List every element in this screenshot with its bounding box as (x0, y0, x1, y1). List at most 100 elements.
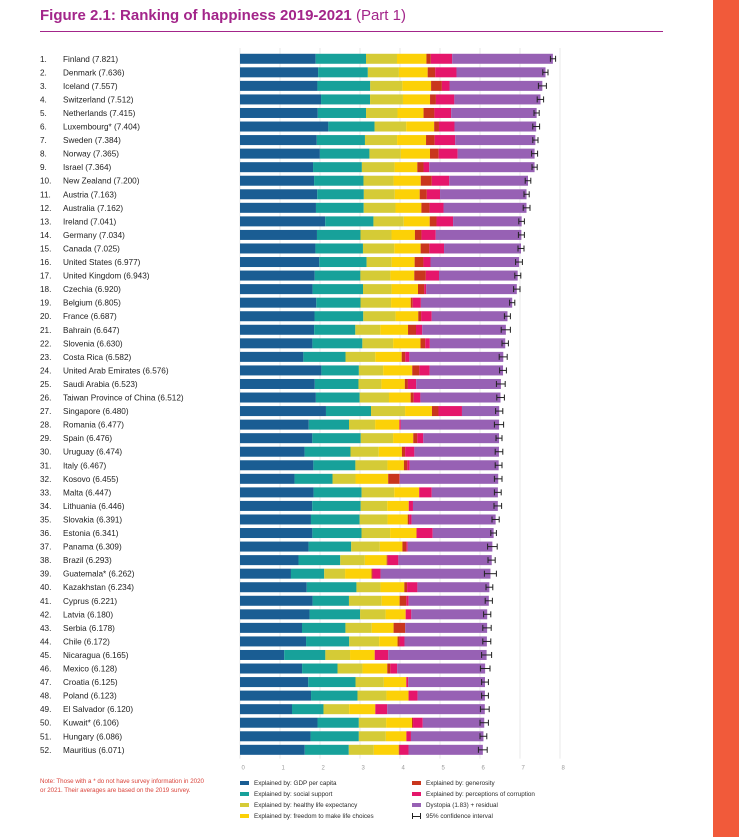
country-label: Israel (7.364) (63, 163, 112, 172)
bar-social (314, 324, 356, 335)
bar-generosity (414, 229, 422, 240)
bar-corruption (399, 744, 409, 755)
bar-health (361, 528, 391, 539)
country-label: Spain (6.476) (63, 434, 112, 443)
bar-social (317, 717, 359, 728)
bar-freedom (390, 528, 417, 539)
bar-dystopia (399, 473, 499, 484)
bar-corruption (413, 717, 423, 728)
bar-dystopia (408, 677, 485, 688)
bar-corruption (399, 636, 405, 647)
row-rank: 38. (40, 556, 51, 565)
bar-freedom (400, 148, 430, 159)
bar-dystopia (417, 690, 485, 701)
legend-item-ci: 95% confidence interval (412, 811, 493, 821)
row-rank: 32. (40, 475, 51, 484)
bar-social (314, 175, 364, 186)
bar-health (363, 311, 396, 322)
bar-dystopia (380, 568, 491, 579)
bar-freedom (402, 80, 432, 91)
bar-dystopia (417, 582, 490, 593)
row-rank: 8. (40, 150, 47, 159)
bar-freedom (386, 690, 409, 701)
x-tick-label: 2 (322, 766, 326, 772)
bar-freedom (405, 406, 432, 417)
bar-health (366, 107, 398, 118)
bar-corruption (405, 446, 415, 457)
row-rank: 44. (40, 637, 51, 646)
row-rank: 41. (40, 597, 51, 606)
bar-corruption (413, 392, 421, 403)
row-rank: 40. (40, 583, 51, 592)
bar-corruption (434, 107, 452, 118)
bar-social (315, 53, 366, 64)
bar-health (337, 663, 363, 674)
bar-dystopia (407, 541, 493, 552)
bar-freedom (386, 717, 412, 728)
x-tick-label: 5 (442, 766, 446, 772)
bar-corruption (429, 202, 444, 213)
bar-dystopia (453, 216, 522, 227)
bar-generosity (430, 94, 436, 105)
row-rank: 27. (40, 407, 51, 416)
bar-generosity (399, 595, 407, 606)
bar-dystopia (429, 365, 504, 376)
row-rank: 48. (40, 692, 51, 701)
row-rank: 9. (40, 163, 47, 172)
chart-note: Note: Those with a * do not have survey … (40, 778, 205, 796)
row-rank: 18. (40, 285, 51, 294)
bar-social (302, 663, 338, 674)
bar-social (314, 378, 359, 389)
bar-gdp (240, 365, 322, 376)
bar-corruption (441, 80, 450, 91)
bar-social (317, 80, 371, 91)
bar-freedom (378, 446, 402, 457)
bar-generosity (388, 473, 400, 484)
legend-item-social: Explained by: social support (240, 789, 332, 799)
country-label: Belgium (6.805) (63, 299, 121, 308)
bar-dystopia (400, 419, 500, 430)
bar-corruption (419, 487, 432, 498)
bar-freedom (390, 270, 415, 281)
bar-gdp (240, 555, 299, 566)
row-rank: 6. (40, 123, 47, 132)
bar-freedom (375, 419, 400, 430)
bar-gdp (240, 677, 309, 688)
bar-social (290, 568, 325, 579)
bar-gdp (240, 148, 320, 159)
row-rank: 24. (40, 366, 51, 375)
legend-swatch-social (240, 792, 249, 796)
bar-freedom (391, 284, 418, 295)
bar-dystopia (435, 229, 522, 240)
bar-dystopia (457, 148, 535, 159)
confidence-interval-icon (412, 813, 421, 819)
country-label: Norway (7.365) (63, 150, 119, 159)
bar-dystopia (408, 744, 483, 755)
bar-health (351, 541, 380, 552)
bar-freedom (387, 500, 409, 511)
bar-gdp (240, 595, 313, 606)
bar-gdp (240, 121, 329, 132)
bar-social (312, 528, 362, 539)
country-label: Canada (7.025) (63, 244, 120, 253)
row-rank: 11. (40, 190, 51, 199)
country-label: Estonia (6.341) (63, 529, 119, 538)
country-label: Mexico (6.128) (63, 665, 117, 674)
bar-gdp (240, 649, 285, 660)
row-rank: 15. (40, 244, 51, 253)
legend-item-gdp: Explained by: GDP per capita (240, 778, 337, 788)
bar-health (355, 324, 381, 335)
bar-freedom (397, 107, 424, 118)
bar-corruption (419, 365, 430, 376)
bar-social (325, 216, 374, 227)
country-label: Brazil (6.293) (63, 556, 112, 565)
bar-generosity (401, 446, 406, 457)
bar-health (361, 487, 395, 498)
bar-gdp (240, 216, 326, 227)
country-label: Italy (6.467) (63, 461, 107, 470)
row-rank: 28. (40, 421, 51, 430)
bar-dystopia (410, 731, 484, 742)
bar-freedom (394, 487, 420, 498)
bar-social (315, 392, 360, 403)
bar-gdp (240, 514, 311, 525)
